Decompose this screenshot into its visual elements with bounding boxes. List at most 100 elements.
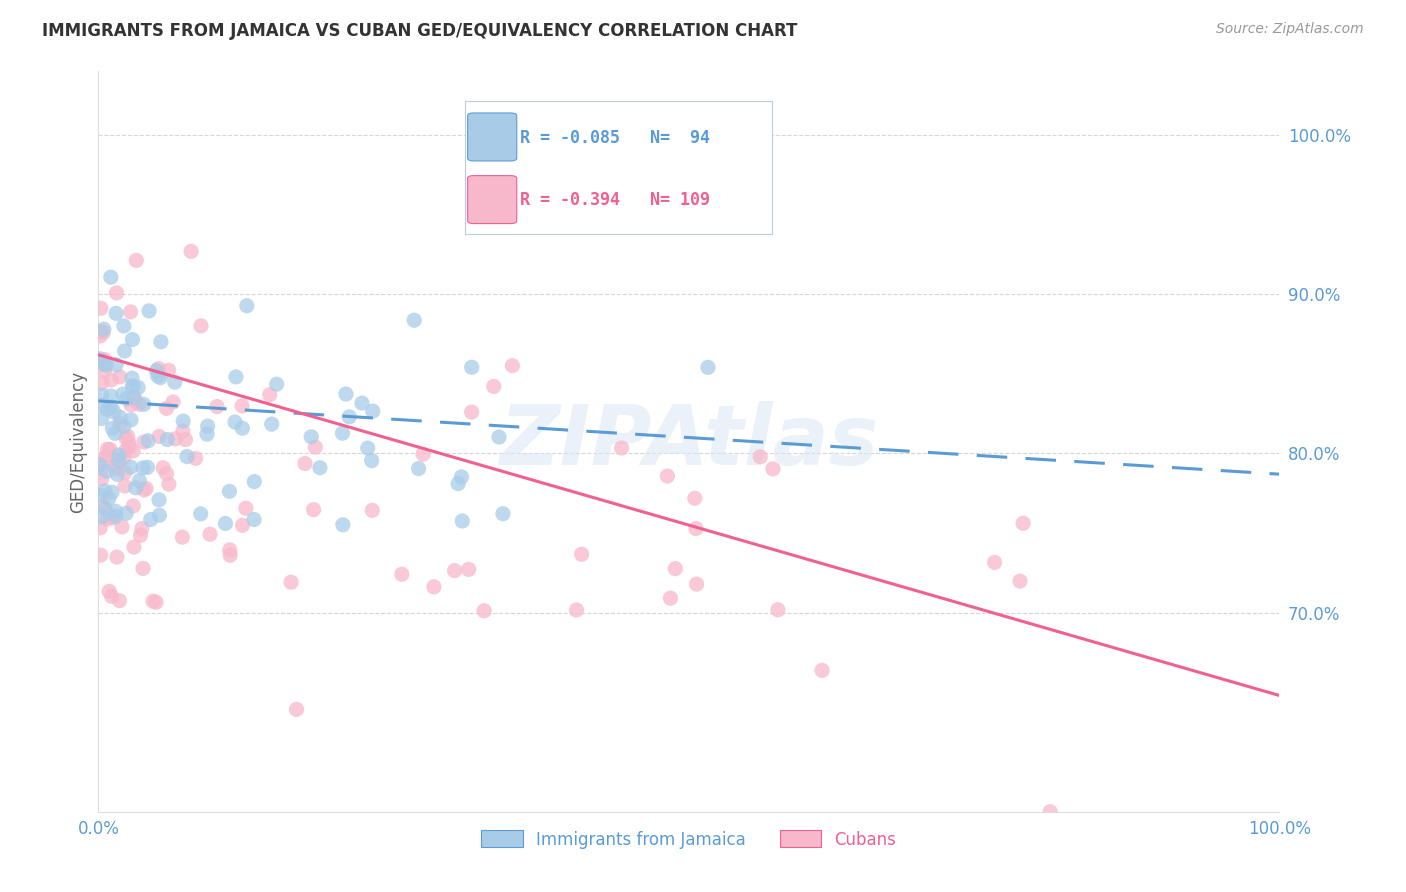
Point [115, 443, 138, 458]
Point [127, 380, 149, 394]
Point [135, 482, 157, 496]
Point [766, 603, 789, 617]
Point [1039, 805, 1062, 819]
Point [565, 603, 588, 617]
Point [97, 491, 120, 506]
Point [299, 430, 322, 444]
Point [280, 575, 302, 590]
Point [91, 326, 114, 340]
Point [332, 517, 354, 532]
Point [90, 472, 112, 486]
Point [361, 503, 384, 517]
Point [697, 360, 720, 375]
Point [131, 522, 153, 536]
Point [120, 413, 142, 427]
Point [172, 414, 194, 428]
Point [124, 481, 146, 495]
Point [121, 333, 143, 347]
Point [96, 452, 118, 467]
Point [457, 562, 479, 576]
Point [105, 550, 128, 565]
Point [294, 457, 316, 471]
Point [285, 702, 308, 716]
Point [89, 324, 111, 338]
Point [112, 450, 135, 465]
Point [155, 401, 177, 416]
Point [108, 448, 131, 462]
Point [108, 410, 131, 425]
Point [107, 454, 129, 468]
Point [111, 520, 134, 534]
Point [243, 512, 266, 526]
Point [100, 373, 122, 387]
Point [219, 548, 242, 562]
Point [447, 476, 470, 491]
Point [115, 392, 138, 406]
Point [108, 370, 131, 384]
Point [231, 421, 253, 435]
Point [225, 370, 247, 384]
Text: ZIPAtlas: ZIPAtlas [499, 401, 879, 482]
Point [235, 501, 257, 516]
Point [423, 580, 446, 594]
Point [198, 527, 221, 541]
Point [89, 329, 111, 343]
Point [356, 441, 378, 455]
Point [156, 433, 179, 447]
Point [184, 451, 207, 466]
Point [762, 462, 785, 476]
Point [148, 429, 170, 443]
Point [205, 400, 228, 414]
Point [260, 417, 283, 431]
Point [136, 460, 159, 475]
Point [114, 431, 136, 445]
Point [120, 460, 142, 475]
Point [94, 501, 117, 516]
Point [94, 352, 117, 367]
Point [148, 361, 170, 376]
Point [129, 528, 152, 542]
Point [124, 392, 146, 407]
Text: IMMIGRANTS FROM JAMAICA VS CUBAN GED/EQUIVALENCY CORRELATION CHART: IMMIGRANTS FROM JAMAICA VS CUBAN GED/EQU… [42, 22, 797, 40]
Point [391, 567, 413, 582]
Point [148, 492, 170, 507]
Point [148, 508, 170, 523]
Point [124, 393, 146, 408]
Point [482, 379, 505, 393]
Point [94, 450, 117, 464]
Point [195, 427, 218, 442]
Y-axis label: GED/Equivalency: GED/Equivalency [69, 370, 87, 513]
Point [122, 540, 145, 554]
Point [657, 469, 679, 483]
Point [112, 419, 135, 434]
Point [983, 556, 1005, 570]
Point [108, 417, 131, 431]
Point [142, 594, 165, 608]
Point [149, 334, 172, 349]
Point [180, 244, 202, 259]
Point [117, 429, 139, 443]
Point [174, 433, 197, 447]
Point [90, 461, 112, 475]
Point [125, 253, 148, 268]
Point [89, 488, 111, 502]
Point [112, 318, 135, 333]
Point [231, 518, 253, 533]
Point [214, 516, 236, 531]
Point [149, 370, 172, 384]
Point [105, 358, 128, 372]
Point [108, 593, 131, 607]
Point [107, 458, 129, 472]
Point [89, 521, 111, 535]
Point [93, 358, 115, 372]
Point [659, 591, 682, 606]
Point [90, 411, 112, 425]
Point [118, 435, 141, 450]
Point [101, 485, 124, 500]
Point [96, 464, 118, 478]
Point [197, 419, 219, 434]
Point [443, 564, 465, 578]
Point [121, 379, 143, 393]
Point [104, 426, 127, 441]
Point [138, 304, 160, 318]
